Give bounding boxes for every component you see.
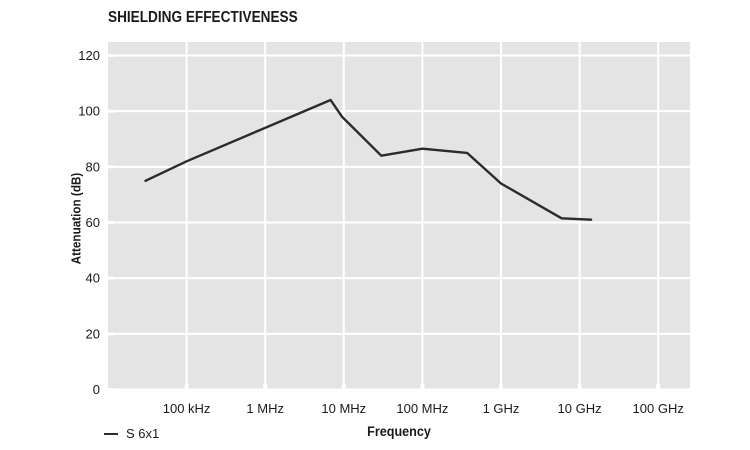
y-tick-label: 80 [86,159,100,174]
y-axis-tick [102,276,114,280]
gridlines [108,42,690,391]
x-tick-label: 100 MHz [396,401,448,416]
x-axis-label: Frequency [367,423,431,439]
y-axis-tick [102,109,114,113]
chart-title: SHIELDING EFFECTIVENESS [108,9,298,26]
x-axis-tick [499,384,503,396]
plot-background [108,42,690,390]
y-tick-label: 120 [78,48,100,63]
y-tick-labels: 0 20 40 60 80 100 120 [78,48,100,397]
y-tick-label: 20 [86,326,100,341]
x-axis-tick [341,384,346,396]
legend: S 6x1 [104,426,159,441]
x-tick-label: 100 GHz [633,401,684,416]
y-axis-tick [102,165,114,169]
attenuation-curve [144,98,593,221]
x-axis-tick [420,384,425,396]
y-axis-tick [102,332,114,336]
x-axis-tick [184,384,189,396]
x-axis-tick [263,384,268,396]
x-tick-labels: 100 kHz 1 MHz 10 MHz 100 MHz 1 GHz 10 GHz 100 … [163,401,684,416]
legend-line-swatch-icon [104,432,118,435]
x-tick-label: 1 GHz [483,401,520,416]
x-tick-label: 100 kHz [163,401,211,416]
y-axis-tick [102,54,114,57]
y-tick-label: 100 [78,104,100,119]
x-axis-tick [656,384,661,396]
y-tick-label: 60 [86,215,100,230]
y-axis-tick [102,388,114,391]
y-axis-tick [102,221,114,224]
x-axis-tick [577,384,582,396]
plot-panel [108,42,690,390]
series-line [144,98,593,221]
axis-ticks [102,54,661,396]
y-tick-label: 0 [93,382,100,397]
legend-series-label: S 6x1 [126,426,160,441]
x-tick-label: 10 MHz [321,401,366,416]
x-tick-label: 1 MHz [246,401,284,416]
x-tick-label: 10 GHz [558,401,602,416]
y-tick-label: 40 [86,271,100,286]
